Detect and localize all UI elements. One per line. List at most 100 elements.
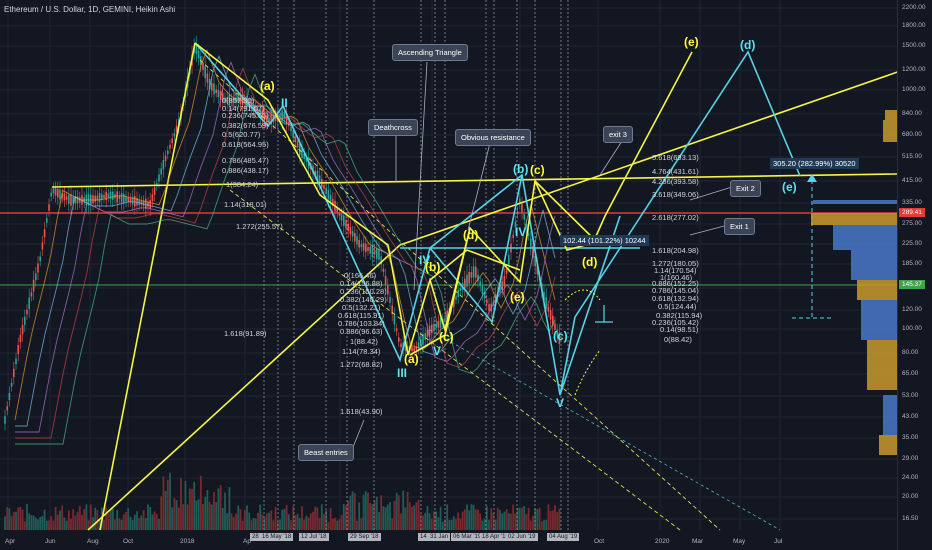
time-tick: 2018: [180, 538, 195, 545]
wave-label-a1: (a): [260, 79, 275, 93]
wave-label-c1: (c): [439, 330, 454, 344]
fib-level-label: 0.14(98.51): [660, 325, 699, 334]
wave-label-e3: (e): [684, 35, 699, 49]
fib-level-label: 0.618(564.95): [222, 140, 269, 149]
price-tick: 43.00: [902, 413, 919, 420]
callout-exit-3: exit 3: [603, 126, 633, 143]
dashed-channel-lines-cyan: [429, 329, 781, 531]
wave-label-e1: (e): [510, 290, 525, 304]
callout-connectors: [350, 61, 733, 453]
fib-level-label: 0.382(140.29): [340, 295, 387, 304]
fib-level-label: 0.618(115.91): [338, 311, 385, 320]
date-marker-label: 29 Sep '18: [348, 533, 381, 541]
dashed-channel-lines: [199, 59, 721, 531]
time-tick: 2020: [655, 538, 670, 545]
fib-level-label: 0.886(438.17): [222, 166, 269, 175]
wave-label-b1: (b): [425, 260, 441, 274]
callout-exit-2: Exit 2: [730, 180, 761, 197]
time-tick: Jun: [45, 538, 56, 545]
price-tick: 2200.00: [902, 4, 926, 11]
price-tick: 185.00: [902, 260, 922, 267]
date-marker-label: 12 Jul '18: [299, 533, 329, 541]
wave-label-III: III: [397, 366, 408, 380]
fib-level-label: 1.618(204.98): [652, 246, 699, 255]
date-marker-lines: [263, 0, 569, 530]
small-bracket: [595, 305, 613, 323]
fib-level-label: 0.382(676.59): [222, 121, 269, 130]
fib-level-label: 0.236(105.42): [652, 318, 699, 327]
fib-level-label: 1(384.24): [226, 180, 259, 189]
price-tick: 80.00: [902, 349, 919, 356]
callout-obvious-resistance: Obvious resistance: [455, 129, 531, 146]
price-tick: 53.00: [902, 392, 919, 399]
price-tick: 24.00: [902, 474, 919, 481]
fib-level-label: 1.14(78.34): [342, 347, 381, 356]
date-marker-label: 16 May '18: [260, 533, 294, 541]
price-tick: 35.00: [902, 434, 919, 441]
wave-label-d3: (d): [740, 38, 756, 52]
fib-level-label: 0.14(791.07): [222, 104, 265, 113]
wave-label-a2: (a): [404, 352, 419, 366]
fib-level-label: 3.618(349.06): [652, 190, 699, 199]
date-marker-label: 18 Apr '19: [480, 533, 511, 541]
price-tick: 1000.00: [902, 86, 926, 93]
fib-level-label: 0.14(156.88): [340, 279, 383, 288]
wave-label-e2: (e): [782, 180, 797, 194]
fib-level-label: 1.272(68.82): [340, 360, 383, 369]
date-marker-label: 02 Jun '19: [506, 533, 538, 541]
trendlines-yellow: [51, 42, 932, 531]
wave-label-V1: V: [433, 344, 442, 358]
wave-label-c3: (c): [553, 329, 568, 343]
volume-bars: [4, 472, 561, 530]
fib-level-label: 0.382(115.94): [656, 311, 703, 320]
fib-level-label: 1.14(170.54): [654, 266, 697, 275]
wave-label-c2: (c): [530, 163, 545, 177]
time-tick: Jul: [774, 538, 783, 545]
price-tick: 515.00: [902, 153, 922, 160]
fib-level-label: 0(857.30): [222, 96, 255, 105]
time-tick: Apr: [5, 538, 16, 545]
callout-exit-1: Exit 1: [724, 218, 755, 235]
price-tick: 1800.00: [902, 22, 926, 29]
price-tick: 65.00: [902, 370, 919, 377]
projection-dotted: [564, 289, 601, 396]
current-price-badge-green: 145.37: [899, 280, 925, 289]
moving-averages: [14, 49, 556, 445]
fib-level-label: 1(88.42): [350, 337, 378, 346]
time-tick: Oct: [123, 538, 134, 545]
callout-ascending-triangle: Ascending Triangle: [392, 44, 468, 61]
fib-level-label: 0.886(152.25): [652, 279, 699, 288]
measure-label-right: 305.20 (282.99%) 30520: [770, 158, 859, 169]
price-tick: 680.00: [902, 131, 922, 138]
date-marker-label: 14: [418, 533, 429, 541]
time-tick: Mar: [692, 538, 704, 545]
fib-level-label: 0(88.42): [664, 335, 692, 344]
current-price-badge-red: 289.41: [899, 208, 925, 217]
date-marker-label: 31 Jan: [428, 533, 451, 541]
fib-level-label: 1(160.46): [660, 273, 693, 282]
time-tick: Aug: [87, 538, 99, 545]
fib-level-label: 0.786(485.47): [222, 156, 269, 165]
fib-level-label: 0.786(103.84): [338, 319, 385, 328]
wave-label-d1: (d): [463, 228, 479, 242]
wave-label-b2: (b): [513, 162, 529, 176]
time-tick: Ap: [243, 538, 251, 545]
fib-level-label: 1.272(180.05): [652, 259, 699, 268]
fib-level-label: 1.14(318.01): [224, 200, 267, 209]
price-tick: 29.00: [902, 455, 919, 462]
wave-label-IV2: IV: [515, 225, 527, 239]
wave-label-II: II: [281, 96, 288, 110]
wave-label-V2: V: [556, 396, 565, 410]
date-marker-label: 28: [250, 533, 261, 541]
fib-level-label: 0.236(150.28): [340, 287, 387, 296]
time-tick: May: [733, 538, 746, 545]
date-marker-label: 04 Aug '19: [547, 533, 580, 541]
callout-deathcross: Deathcross: [368, 119, 418, 136]
fib-level-label: 4.236(393.58): [652, 177, 699, 186]
fib-level-label: 1.618(91.89): [224, 329, 267, 338]
price-axis[interactable]: [897, 0, 932, 550]
measure-label-mid: 102.44 (101.22%) 10244: [560, 235, 649, 246]
time-tick: Oct: [594, 538, 605, 545]
fib-level-label: 1.272(255.57): [236, 222, 283, 231]
